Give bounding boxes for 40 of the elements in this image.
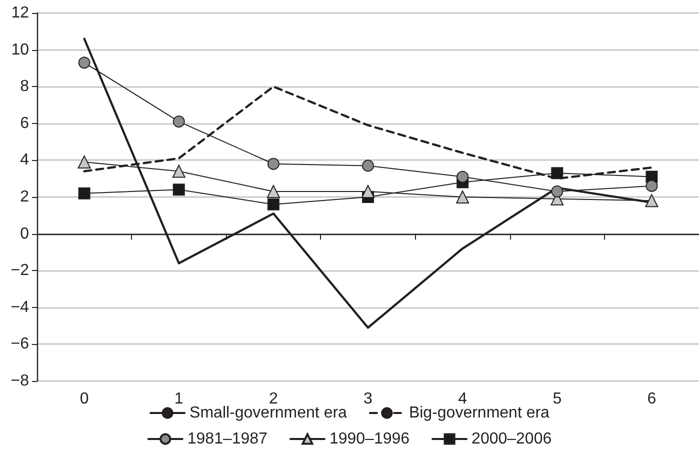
y-tick-label: 4: [20, 152, 30, 169]
x-tick-label: 5: [552, 390, 562, 408]
legend-label: Big-government era: [408, 404, 550, 422]
point: [172, 184, 185, 196]
point: [362, 184, 374, 198]
y-tick-label: 8: [20, 78, 30, 96]
y-tick-label: 0: [20, 225, 30, 242]
y-tick-label: 12: [11, 4, 30, 22]
x-tick-label: 3: [364, 390, 373, 408]
point: [551, 185, 564, 198]
y-tick-label: 6: [20, 114, 30, 132]
x-tick-label: 1: [174, 390, 184, 408]
y-tick-label: −6: [10, 336, 30, 353]
point: [646, 180, 658, 192]
x-tick-label: 6: [647, 390, 656, 408]
point: [78, 56, 90, 69]
point: [78, 156, 91, 169]
point: [267, 158, 280, 170]
point: [362, 160, 374, 172]
point: [551, 167, 564, 180]
point: [172, 116, 185, 128]
y-tick-label: −2: [10, 262, 30, 280]
x-tick-label: 2: [268, 390, 278, 408]
legend-label: 1990–1996: [329, 430, 410, 448]
point: [267, 198, 280, 210]
legend-label: 1981–1987: [187, 430, 268, 448]
point: [172, 164, 186, 178]
x-tick-label: 4: [458, 390, 468, 408]
point: [456, 170, 469, 183]
point: [456, 190, 470, 204]
point: [645, 194, 658, 208]
x-tick-label: 0: [80, 390, 89, 408]
y-tick-label: 2: [20, 188, 30, 206]
legend-label: 2000–2006: [472, 430, 552, 448]
y-tick-label: −8: [10, 372, 30, 390]
point: [266, 184, 280, 198]
y-tick-label: −4: [10, 298, 30, 316]
point: [78, 187, 90, 200]
y-tick-label: 10: [11, 41, 30, 58]
legend-label: Small-government era: [190, 404, 348, 422]
